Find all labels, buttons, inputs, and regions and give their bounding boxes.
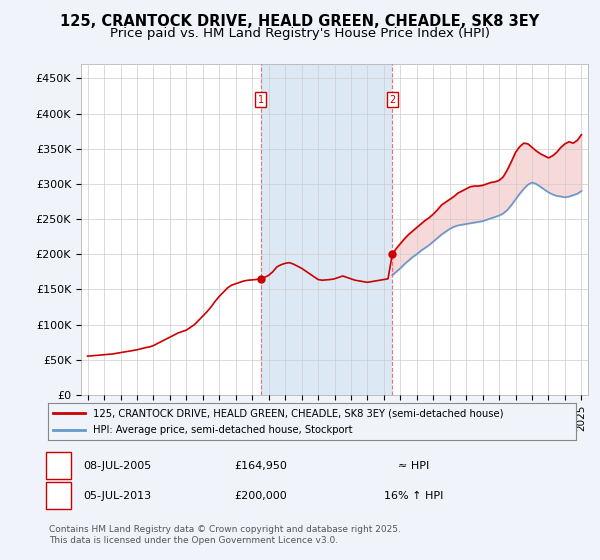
Text: 125, CRANTOCK DRIVE, HEALD GREEN, CHEADLE, SK8 3EY (semi-detached house): 125, CRANTOCK DRIVE, HEALD GREEN, CHEADL… (93, 408, 503, 418)
Text: £164,950: £164,950 (235, 461, 287, 471)
Text: 2: 2 (55, 491, 62, 501)
Text: HPI: Average price, semi-detached house, Stockport: HPI: Average price, semi-detached house,… (93, 425, 352, 435)
Text: 2: 2 (389, 95, 395, 105)
Text: Price paid vs. HM Land Registry's House Price Index (HPI): Price paid vs. HM Land Registry's House … (110, 27, 490, 40)
Text: 08-JUL-2005: 08-JUL-2005 (83, 461, 151, 471)
Text: 05-JUL-2013: 05-JUL-2013 (83, 491, 151, 501)
Text: Contains HM Land Registry data © Crown copyright and database right 2025.
This d: Contains HM Land Registry data © Crown c… (49, 525, 401, 545)
Text: ≈ HPI: ≈ HPI (398, 461, 430, 471)
Bar (261, 64, 392, 395)
Text: 16% ↑ HPI: 16% ↑ HPI (385, 491, 443, 501)
Text: 1: 1 (55, 461, 62, 471)
Text: 1: 1 (257, 95, 264, 105)
Text: 125, CRANTOCK DRIVE, HEALD GREEN, CHEADLE, SK8 3EY: 125, CRANTOCK DRIVE, HEALD GREEN, CHEADL… (61, 14, 539, 29)
Text: £200,000: £200,000 (235, 491, 287, 501)
